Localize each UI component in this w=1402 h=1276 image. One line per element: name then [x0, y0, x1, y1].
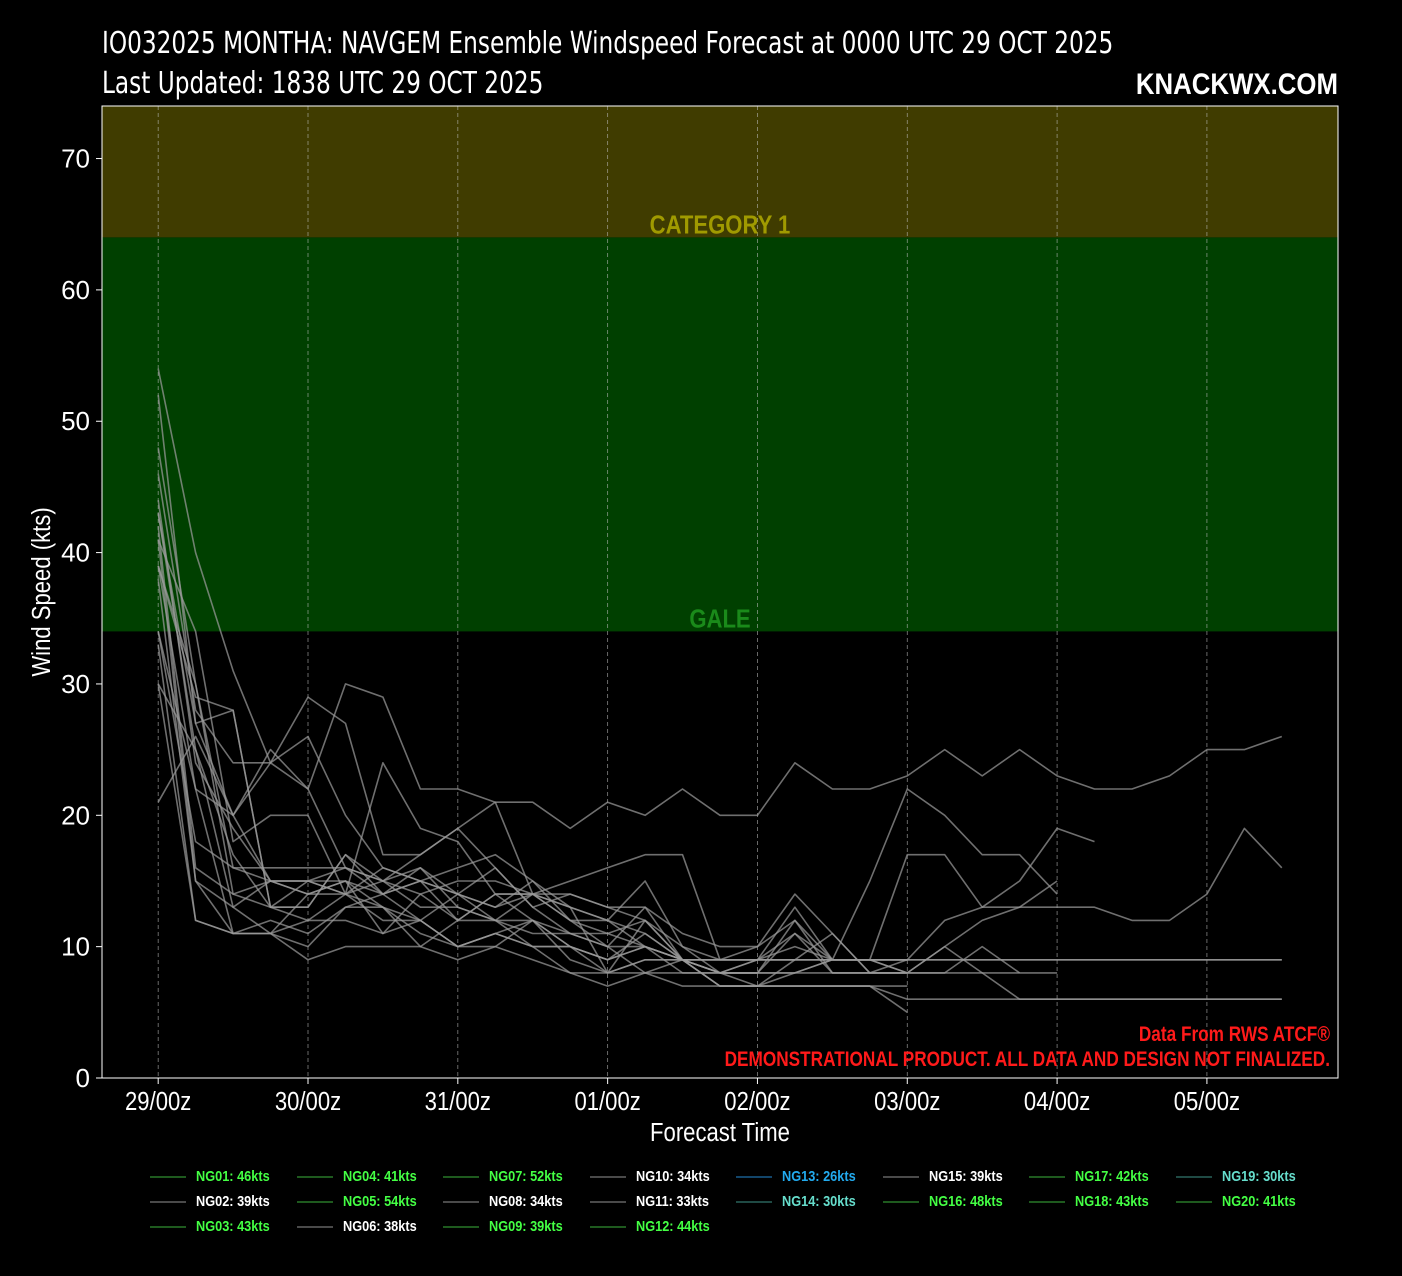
legend-swatch [296, 1200, 333, 1203]
series-line-17 [157, 526, 1058, 974]
band-label-category1: CATEGORY 1 [650, 211, 791, 240]
series-line-11 [157, 644, 908, 1013]
x-axis-label: Forecast Time [650, 1118, 790, 1147]
legend-label: NG16: 48kts [928, 1193, 1003, 1210]
legend-swatch [589, 1175, 626, 1178]
plot-frame [101, 105, 1339, 1079]
legend-item: NG02: 39kts [150, 1193, 283, 1210]
legend-item: NG11: 33kts [589, 1193, 722, 1210]
series-line-8 [157, 631, 1282, 961]
legend-swatch [736, 1175, 772, 1178]
series-line-10 [157, 631, 1282, 961]
legend-swatch [589, 1225, 626, 1228]
legend-label: NG09: 39kts [489, 1218, 563, 1235]
legend-swatch [1175, 1175, 1212, 1178]
x-tick-label: 02/00z [724, 1087, 790, 1116]
legend-swatch [443, 1200, 479, 1203]
series-line-15 [157, 565, 1021, 974]
legend-swatch [882, 1200, 919, 1203]
legend-label: NG01: 46kts [196, 1168, 270, 1185]
y-tick-label: 30 [61, 669, 90, 699]
legend-item: NG12: 44kts [589, 1218, 723, 1235]
legend-item: NG05: 54kts [296, 1193, 430, 1210]
band-gale [102, 237, 1338, 632]
legend-swatch [150, 1200, 186, 1203]
legend-item: NG19: 30kts [1175, 1168, 1309, 1185]
legend-swatch [296, 1225, 333, 1228]
legend-item: NG09: 39kts [443, 1218, 576, 1235]
legend-swatch [443, 1175, 479, 1178]
legend-label: NG13: 26kts [782, 1168, 856, 1185]
x-tick-label: 03/00z [874, 1087, 940, 1116]
legend-item: NG20: 41kts [1175, 1193, 1309, 1210]
legend-swatch [882, 1175, 919, 1178]
legend-label: NG14: 30kts [782, 1193, 856, 1210]
x-tick-label: 04/00z [1024, 1087, 1090, 1116]
legend-item: NG14: 30kts [736, 1193, 869, 1210]
x-tick-label: 30/00z [275, 1087, 341, 1116]
legend-swatch [296, 1175, 333, 1178]
series-line-14 [157, 683, 908, 974]
legend-item: NG07: 52kts [443, 1168, 576, 1185]
legend-label: NG02: 39kts [196, 1193, 270, 1210]
x-tick-label: 01/00z [574, 1087, 640, 1116]
legend-label: NG19: 30kts [1221, 1168, 1296, 1185]
legend-item: NG01: 46kts [150, 1168, 283, 1185]
legend-label: NG04: 41kts [342, 1168, 417, 1185]
y-tick-label: 20 [61, 800, 90, 830]
y-tick-label: 10 [61, 932, 90, 962]
series-line-20 [157, 539, 908, 974]
y-tick-label: 60 [61, 275, 90, 305]
legend-label: NG06: 38kts [342, 1218, 417, 1235]
y-tick-label: 50 [61, 406, 90, 436]
legend-swatch [1175, 1200, 1212, 1203]
legend-item: NG10: 34kts [589, 1168, 723, 1185]
legend-label: NG17: 42kts [1075, 1168, 1149, 1185]
legend-item: NG08: 34kts [443, 1193, 576, 1210]
band-label-gale: GALE [689, 605, 750, 634]
legend-label: NG20: 41kts [1221, 1193, 1296, 1210]
legend-swatch [443, 1225, 479, 1228]
legend-label: NG18: 43kts [1075, 1193, 1149, 1210]
x-tick-label: 05/00z [1174, 1087, 1240, 1116]
x-tick-label: 29/00z [125, 1087, 191, 1116]
legend-swatch [150, 1175, 186, 1178]
x-tick-label: 31/00z [425, 1087, 491, 1116]
brand-logo: KNACKWX.COM [1135, 68, 1338, 101]
legend-label: NG08: 34kts [489, 1193, 563, 1210]
legend-label: NG12: 44kts [635, 1218, 710, 1235]
legend-item: NG03: 43kts [150, 1218, 283, 1235]
legend-item: NG06: 38kts [296, 1218, 430, 1235]
y-axis-label: Wind Speed (kts) [27, 507, 56, 676]
legend-swatch [736, 1200, 772, 1203]
legend-item: NG13: 26kts [736, 1168, 869, 1185]
legend-label: NG15: 39kts [928, 1168, 1003, 1185]
legend-item: NG15: 39kts [882, 1168, 1016, 1185]
legend-label: NG03: 43kts [196, 1218, 270, 1235]
legend-item: NG16: 48kts [882, 1193, 1016, 1210]
series-line-13 [157, 683, 908, 974]
legend-swatch [1029, 1200, 1065, 1203]
legend-swatch [589, 1200, 626, 1203]
legend-label: NG07: 52kts [489, 1168, 563, 1185]
legend-item: NG18: 43kts [1029, 1193, 1162, 1210]
legend-swatch [1029, 1175, 1065, 1178]
y-tick-label: 70 [61, 144, 90, 174]
series-line-19 [157, 683, 908, 987]
legend-label: NG05: 54kts [342, 1193, 417, 1210]
legend-label: NG11: 33kts [635, 1193, 709, 1210]
legend-item: NG04: 41kts [296, 1168, 430, 1185]
wind-speed-chart: 0 10 20 30 40 50 60 70 29/00z 30/00z 31/00z 01/00z 0… [27, 105, 1339, 1147]
legend-swatch [150, 1225, 186, 1228]
legend-item: NG17: 42kts [1029, 1168, 1162, 1185]
chart-title: IO032025 MONTHA: NAVGEM Ensemble Windspe… [102, 26, 1114, 61]
data-source-note: Data From RWS ATCF® [1139, 1024, 1330, 1047]
last-updated: Last Updated: 1838 UTC 29 OCT 2025 [102, 66, 544, 101]
y-tick-label: 40 [61, 538, 90, 568]
disclaimer-note: DEMONSTRATIONAL PRODUCT. ALL DATA AND DE… [725, 1049, 1330, 1072]
series-line-5 [157, 368, 1283, 856]
legend-label: NG10: 34kts [635, 1168, 710, 1185]
y-tick-label: 0 [76, 1063, 90, 1093]
